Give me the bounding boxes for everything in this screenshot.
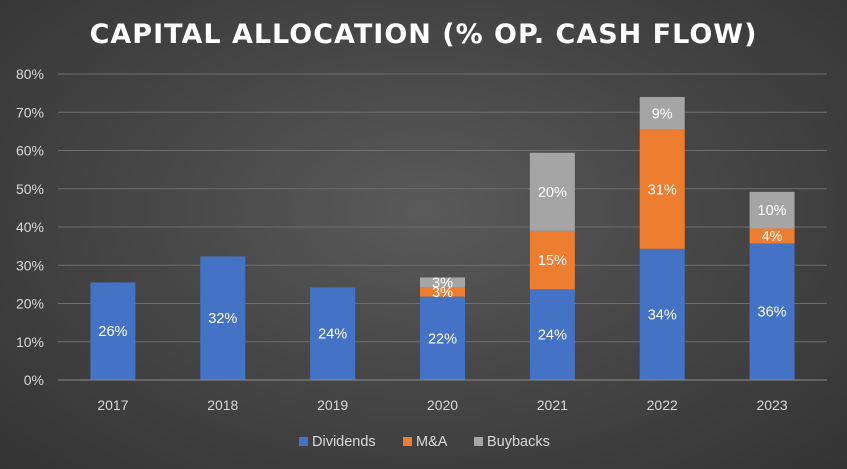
x-tick-label: 2023	[756, 397, 787, 413]
data-label-dividends-2021: 24%	[538, 328, 567, 344]
y-tick-label: 80%	[16, 66, 44, 82]
bar-dividends-2022	[639, 248, 685, 380]
x-axis-ticks: 2017 2018 2019 2020 2021 2022 2023	[97, 397, 788, 413]
legend-label-m-a: M&A	[416, 434, 448, 450]
chart-title: CAPITAL ALLOCATION (% OP. CASH FLOW)	[90, 19, 758, 50]
data-label-buybacks-2023: 10%	[758, 203, 787, 219]
y-tick-label: 30%	[16, 257, 44, 273]
bar-dividends-2019	[310, 287, 356, 380]
bar-m-a-2023	[749, 228, 795, 244]
y-tick-label: 0%	[24, 372, 44, 388]
x-tick-label: 2021	[537, 397, 568, 413]
data-label-m-a-2020: 3%	[432, 285, 453, 301]
y-tick-label: 60%	[16, 143, 44, 159]
data-label-m-a-2022: 31%	[648, 182, 677, 198]
legend-swatch-dividends	[299, 437, 308, 446]
data-label-m-a-2023: 4%	[762, 229, 783, 245]
y-tick-label: 10%	[16, 334, 44, 350]
data-label-dividends-2022: 34%	[648, 307, 677, 323]
bar-buybacks-2022	[639, 96, 685, 130]
y-tick-label: 50%	[16, 181, 44, 197]
bars	[90, 96, 795, 380]
data-label-buybacks-2021: 20%	[538, 185, 567, 201]
legend: Dividends M&A Buybacks	[299, 434, 550, 450]
bar-m-a-2022	[639, 129, 685, 249]
data-labels: 26% 32% 24% 22% 3%3% 24% 15% 20% 34% 31% 9% 36% 4% 10…	[98, 106, 786, 347]
bar-buybacks-2021	[529, 152, 575, 231]
data-label-dividends-2019: 24%	[318, 327, 347, 343]
data-label-dividends-2020: 22%	[428, 331, 457, 347]
bar-dividends-2021	[529, 289, 575, 380]
data-label-dividends-2017: 26%	[98, 324, 127, 340]
y-tick-label: 40%	[16, 219, 44, 235]
bar-dividends-2020	[420, 296, 465, 380]
bar-buybacks-2023	[749, 191, 795, 229]
y-axis-ticks: 0% 10% 20% 30% 40% 50% 60% 70% 80%	[16, 66, 44, 388]
legend-swatch-m-a	[403, 437, 412, 446]
gridlines	[58, 73, 827, 343]
data-label-dividends-2023: 36%	[758, 305, 787, 321]
legend-swatch-buybacks	[474, 437, 483, 446]
bar-dividends-2017	[90, 282, 136, 380]
legend-label-dividends: Dividends	[312, 434, 376, 450]
data-label-buybacks-2022: 9%	[652, 106, 673, 122]
y-tick-label: 70%	[16, 104, 44, 120]
bar-m-a-2021	[529, 230, 575, 290]
x-tick-label: 2019	[317, 397, 348, 413]
x-tick-label: 2018	[207, 397, 238, 413]
x-tick-label: 2017	[97, 397, 128, 413]
data-label-m-a-2021: 15%	[538, 253, 567, 269]
bar-dividends-2018	[200, 256, 246, 380]
legend-label-buybacks: Buybacks	[487, 434, 550, 450]
bar-dividends-2023	[749, 243, 795, 380]
bar-m-a-2020	[420, 287, 465, 297]
data-label-dividends-2018: 32%	[208, 311, 237, 327]
y-tick-label: 20%	[16, 296, 44, 312]
bar-buybacks-2020	[420, 277, 465, 288]
data-label-buybacks-2020: 3%	[432, 275, 453, 291]
x-tick-label: 2022	[647, 397, 678, 413]
x-tick-label: 2020	[427, 397, 458, 413]
